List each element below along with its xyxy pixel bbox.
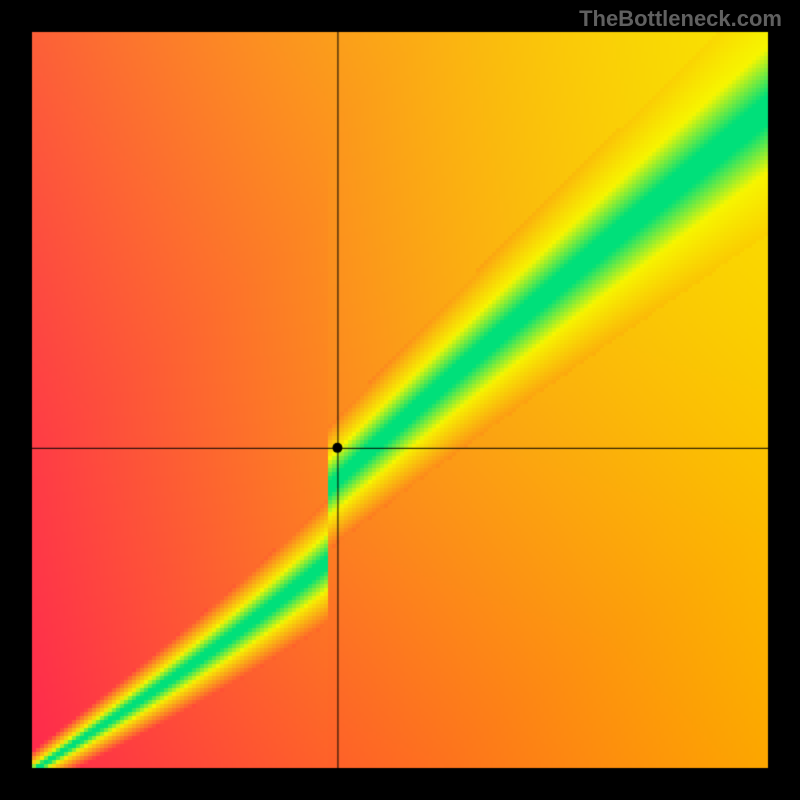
chart-container: TheBottleneck.com <box>0 0 800 800</box>
heatmap-canvas <box>0 0 800 800</box>
watermark-text: TheBottleneck.com <box>579 6 782 32</box>
